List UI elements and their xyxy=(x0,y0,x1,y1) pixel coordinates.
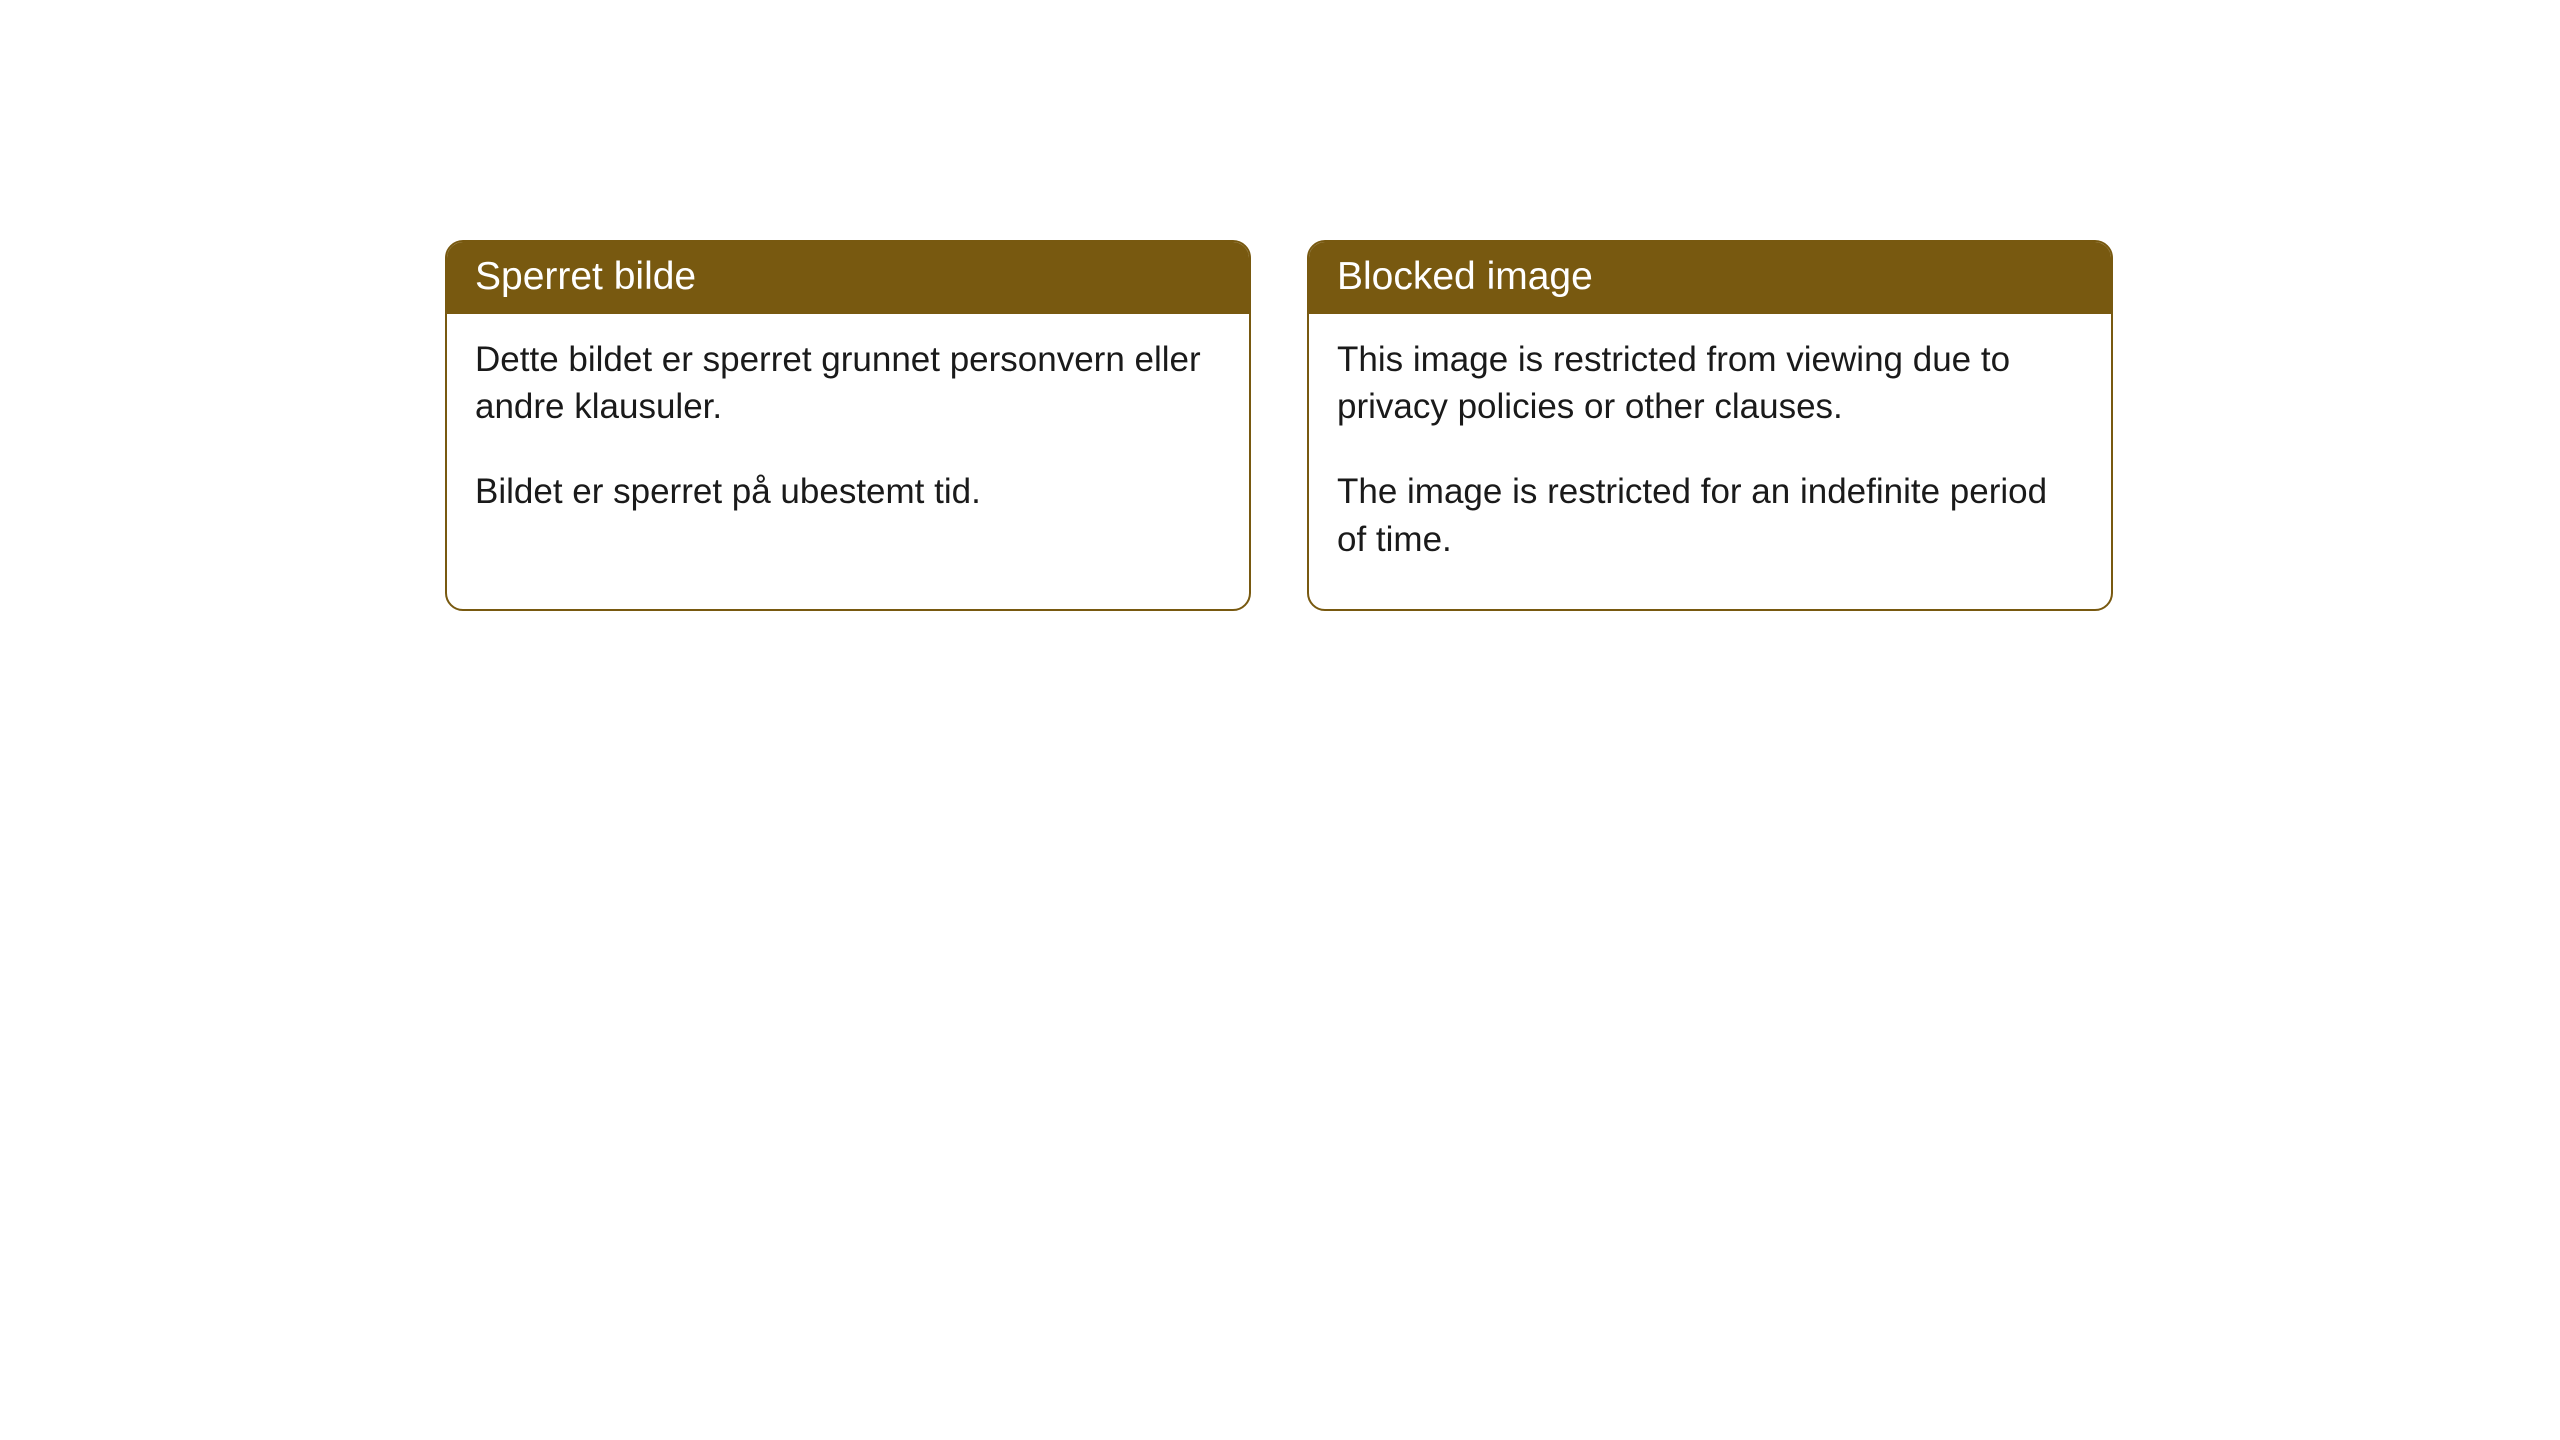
notice-text-en-2: The image is restricted for an indefinit… xyxy=(1337,468,2083,563)
notice-text-no-2: Bildet er sperret på ubestemt tid. xyxy=(475,468,1221,515)
card-body-english: This image is restricted from viewing du… xyxy=(1309,314,2111,609)
notice-cards-container: Sperret bilde Dette bildet er sperret gr… xyxy=(0,0,2560,611)
notice-text-en-1: This image is restricted from viewing du… xyxy=(1337,336,2083,431)
card-header-norwegian: Sperret bilde xyxy=(447,242,1249,314)
notice-card-norwegian: Sperret bilde Dette bildet er sperret gr… xyxy=(445,240,1251,611)
card-body-norwegian: Dette bildet er sperret grunnet personve… xyxy=(447,314,1249,562)
notice-text-no-1: Dette bildet er sperret grunnet personve… xyxy=(475,336,1221,431)
card-header-english: Blocked image xyxy=(1309,242,2111,314)
notice-card-english: Blocked image This image is restricted f… xyxy=(1307,240,2113,611)
